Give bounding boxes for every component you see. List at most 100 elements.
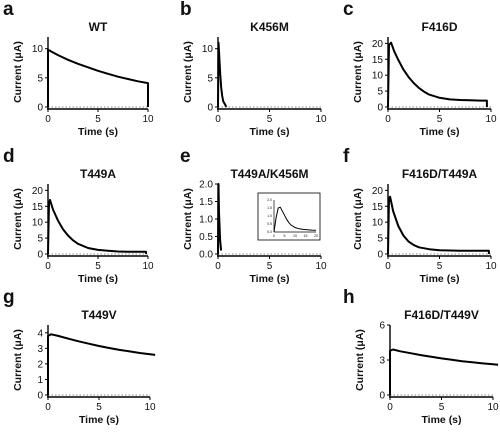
y-tick-label: 4 [37, 328, 43, 339]
chart-title: WT [89, 20, 108, 34]
inset-y-tick-label: 0.5 [267, 222, 272, 226]
x-tick-label: 10 [144, 402, 156, 413]
y-tick-label: 0.0 [199, 250, 213, 261]
y-tick-label: 0 [37, 250, 43, 261]
y-tick-label: 0 [37, 103, 43, 114]
inset-x-tick-label: 10 [293, 234, 297, 238]
x-tick-label: 10 [315, 261, 327, 272]
y-tick-label: 3 [379, 356, 385, 367]
y-tick-label: 0 [207, 103, 213, 114]
x-tick-label: 5 [95, 261, 101, 272]
x-tick-label: 0 [215, 261, 221, 272]
chart-panel-g: g T449V 0 5 10 0 1 2 3 4 Time (s) Current (μA) [3, 287, 156, 426]
inset-y-tick-label: 2.0 [267, 198, 272, 202]
x-tick-label: 5 [437, 261, 443, 272]
chart-title: T449A [80, 167, 116, 181]
y-axis-label: Current (μA) [352, 188, 364, 250]
y-tick-label: 5 [37, 73, 43, 84]
y-tick-label: 0 [377, 103, 383, 114]
x-tick-label: 5 [439, 402, 445, 413]
x-axis-label: Time (s) [249, 273, 289, 285]
inset-x-tick-label: 0 [273, 234, 275, 238]
x-tick-label: 0 [45, 114, 51, 125]
x-tick-label: 5 [437, 114, 443, 125]
panel-letter: h [343, 287, 355, 308]
y-tick-label: 0.5 [199, 232, 213, 243]
x-tick-label: 10 [487, 402, 499, 413]
y-tick-label: 2.0 [199, 180, 213, 191]
y-tick-label: 15 [372, 202, 384, 213]
y-tick-label: 10 [32, 218, 44, 229]
y-tick-label: 6 [379, 321, 385, 332]
x-axis-label: Time (s) [249, 126, 289, 138]
y-tick-label: 20 [372, 39, 384, 50]
x-tick-label: 5 [267, 261, 273, 272]
y-tick-label: 1 [37, 375, 43, 386]
inset-y-tick-label: 1.0 [267, 214, 272, 218]
panel-letter: b [180, 0, 192, 20]
x-axis-label: Time (s) [421, 414, 461, 426]
series-line [47, 333, 156, 395]
x-axis-label: Time (s) [78, 126, 118, 138]
x-tick-label: 0 [387, 402, 393, 413]
chart-panel-f: f F416D/T449A 0 5 10 0 5 10 15 20 Time (s) Current … [343, 146, 497, 285]
chart-title: F416D/T449A [402, 167, 478, 181]
y-tick-label: 20 [32, 186, 44, 197]
chart-title: T449A/K456M [230, 167, 308, 181]
chart-panel-e: e T449A/K456M 0 5 10 0.0 0.5 1.0 1.5 2.0 Time (s) C… [180, 146, 327, 285]
x-tick-label: 10 [315, 114, 327, 125]
series-line [389, 348, 499, 395]
inset-chart: 0 5 10 15 20 0.0 0.5 1.0 1.5 2.0 [257, 192, 321, 241]
y-tick-label: 2 [37, 359, 43, 370]
series-line [387, 41, 488, 108]
y-axis-label: Current (μA) [12, 188, 24, 250]
series-line [217, 183, 223, 255]
y-axis-label: Current (μA) [182, 41, 194, 103]
series-line [47, 198, 147, 255]
y-tick-label: 5 [37, 234, 43, 245]
y-axis-label: Current (μA) [354, 329, 366, 391]
y-tick-label: 15 [32, 202, 44, 213]
y-axis-label: Current (μA) [12, 41, 24, 103]
x-tick-label: 10 [142, 114, 154, 125]
y-tick-label: 15 [372, 55, 384, 66]
chart-panel-a: a WT 0 5 10 0 5 10 Time (s) Current (μA) [3, 0, 154, 138]
panel-letter: c [343, 0, 354, 20]
x-tick-label: 0 [385, 114, 391, 125]
x-tick-label: 10 [485, 261, 497, 272]
chart-panel-h: h F416D/T449V 0 5 10 0 3 6 Time (s) Current (μA) [343, 287, 499, 426]
panel-letter: f [343, 146, 350, 167]
panel-letter: e [180, 146, 191, 167]
y-tick-label: 5 [207, 73, 213, 84]
y-tick-label: 0 [379, 391, 385, 402]
y-tick-label: 10 [372, 71, 384, 82]
y-axis-label: Current (μA) [182, 188, 194, 250]
x-axis-label: Time (s) [79, 414, 119, 426]
chart-panel-b: b K456M 0 5 10 0 5 10 Time (s) Current (μA) [180, 0, 327, 138]
y-tick-label: 0 [37, 391, 43, 402]
inset-y-tick-label: 1.5 [267, 206, 272, 210]
y-tick-label: 10 [202, 44, 214, 55]
x-axis-label: Time (s) [419, 126, 459, 138]
inset-x-tick-label: 20 [314, 234, 318, 238]
chart-title: F416D [421, 20, 457, 34]
y-tick-label: 5 [377, 87, 383, 98]
chart-title: T449V [81, 308, 116, 322]
chart-panel-c: c F416D 0 5 10 0 5 10 15 20 Time (s) Current (μA) [343, 0, 497, 138]
x-tick-label: 5 [96, 402, 102, 413]
y-tick-label: 10 [32, 44, 44, 55]
y-axis-label: Current (μA) [352, 41, 364, 103]
y-tick-label: 5 [377, 234, 383, 245]
y-tick-label: 10 [372, 218, 384, 229]
inset-x-tick-label: 5 [284, 234, 286, 238]
y-tick-label: 0 [377, 250, 383, 261]
inset-x-tick-label: 15 [304, 234, 308, 238]
series-line [387, 195, 490, 255]
chart-panel-d: d T449A 0 5 10 0 5 10 15 20 Time (s) Current (μA) [3, 146, 154, 285]
panel-letter: a [3, 0, 14, 20]
series-line [217, 41, 228, 108]
x-tick-label: 0 [45, 402, 51, 413]
x-tick-label: 5 [267, 114, 273, 125]
